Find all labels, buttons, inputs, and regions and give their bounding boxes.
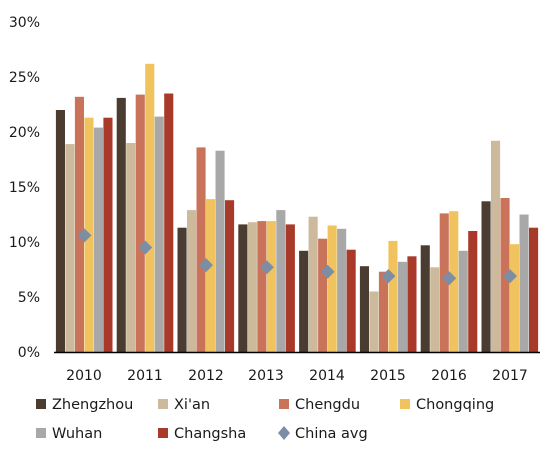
legend-swatch — [158, 428, 168, 438]
bar-zhengzhou-2012 — [177, 227, 187, 352]
x-tick-label: 2017 — [492, 368, 528, 384]
marker-china-avg-2016 — [442, 271, 457, 286]
bar-changsha-2010 — [103, 117, 113, 352]
y-tick-label: 10% — [9, 235, 40, 251]
bar-zhengzhou-2017 — [481, 201, 491, 352]
bar-zhengzhou-2013 — [238, 224, 248, 352]
bar-chongqing-2013 — [266, 221, 276, 352]
bar-changsha-2012 — [225, 200, 235, 352]
bar-changsha-2014 — [346, 249, 356, 352]
bar-xian-2016 — [430, 267, 440, 352]
bar-wuhan-2014 — [337, 228, 347, 352]
bar-changsha-2016 — [468, 231, 478, 352]
bar-chongqing-2015 — [388, 240, 398, 352]
legend-item-wuhan: Wuhan — [36, 426, 102, 442]
legend-swatch — [36, 428, 46, 438]
bar-changsha-2015 — [407, 256, 417, 352]
legend-label: Xi'an — [174, 397, 210, 413]
legend-item-xian: Xi'an — [158, 397, 210, 413]
bar-xian-2011 — [126, 143, 136, 352]
bar-chengdu-2014 — [318, 238, 328, 352]
legend-item-china-avg: China avg — [278, 426, 368, 442]
bar-xian-2015 — [369, 291, 379, 352]
bar-chengdu-2013 — [257, 221, 267, 352]
legend-label: China avg — [295, 426, 368, 442]
bar-wuhan-2016 — [458, 250, 468, 352]
bar-changsha-2017 — [529, 227, 539, 352]
bar-wuhan-2010 — [93, 127, 103, 352]
bar-wuhan-2015 — [397, 261, 407, 352]
legend-swatch — [279, 399, 289, 409]
legend-swatch — [158, 399, 168, 409]
marker-china-avg-2010 — [77, 228, 92, 243]
bar-chongqing-2014 — [327, 225, 337, 352]
bar-wuhan-2013 — [276, 210, 286, 352]
y-tick-label: 5% — [18, 290, 40, 306]
bar-chengdu-2012 — [196, 147, 206, 352]
bar-chongqing-2011 — [145, 63, 155, 353]
bar-zhengzhou-2010 — [55, 110, 65, 352]
legend-item-chongqing: Chongqing — [400, 397, 494, 413]
x-tick-label: 2012 — [188, 368, 224, 384]
x-tick-label: 2014 — [309, 368, 345, 384]
bar-chengdu-2015 — [378, 271, 388, 352]
bar-xian-2014 — [308, 216, 318, 352]
legend-item-chengdu: Chengdu — [279, 397, 360, 413]
legend-label: Chengdu — [295, 397, 360, 413]
legend-item-changsha: Changsha — [158, 426, 246, 442]
bar-changsha-2011 — [164, 93, 174, 352]
x-axis-ticks: 2010 2011 2012 2013 2014 2015 2016 2017 — [66, 368, 528, 384]
bar-chengdu-2016 — [439, 213, 449, 352]
y-axis-ticks: 0% 5% 10% 15% 20% 25% 30% — [9, 15, 40, 361]
markers-group — [77, 228, 517, 286]
x-tick-label: 2015 — [370, 368, 406, 384]
bar-chengdu-2010 — [74, 96, 84, 352]
bar-chongqing-2016 — [449, 211, 459, 352]
marker-china-avg-2015 — [381, 269, 396, 284]
x-tick-label: 2016 — [431, 368, 467, 384]
bar-wuhan-2012 — [215, 150, 225, 352]
bar-wuhan-2011 — [154, 116, 164, 352]
bars-group — [55, 63, 539, 353]
bar-zhengzhou-2016 — [420, 245, 430, 352]
legend-item-zhengzhou: Zhengzhou — [36, 397, 133, 413]
legend-label: Wuhan — [52, 426, 102, 442]
bar-zhengzhou-2015 — [359, 266, 369, 352]
legend-swatch — [400, 399, 410, 409]
legend-label: Chongqing — [416, 397, 494, 413]
legend-diamond-icon — [278, 426, 290, 440]
y-tick-label: 30% — [9, 15, 40, 31]
y-tick-label: 25% — [9, 70, 40, 86]
bar-xian-2010 — [65, 144, 75, 352]
bar-chengdu-2011 — [135, 94, 145, 352]
y-tick-label: 0% — [18, 345, 40, 361]
marker-china-avg-2017 — [503, 269, 517, 284]
legend-label: Zhengzhou — [52, 397, 133, 413]
bar-xian-2013 — [247, 222, 257, 352]
x-tick-label: 2010 — [66, 368, 102, 384]
legend-label: Changsha — [174, 426, 246, 442]
x-tick-label: 2011 — [127, 368, 163, 384]
bar-wuhan-2017 — [519, 214, 529, 352]
legend-swatch — [36, 399, 46, 409]
bar-xian-2017 — [491, 140, 501, 352]
marker-china-avg-2014 — [320, 264, 335, 279]
bar-xian-2012 — [187, 210, 197, 352]
bar-chongqing-2012 — [206, 199, 216, 352]
marker-china-avg-2013 — [259, 260, 274, 275]
bar-zhengzhou-2011 — [116, 97, 126, 353]
marker-china-avg-2011 — [138, 240, 153, 255]
bar-changsha-2013 — [285, 224, 295, 352]
bar-chongqing-2017 — [510, 244, 520, 352]
bar-zhengzhou-2014 — [299, 250, 309, 352]
marker-china-avg-2012 — [199, 258, 213, 273]
y-tick-label: 20% — [9, 125, 40, 141]
x-tick-label: 2013 — [248, 368, 284, 384]
y-tick-label: 15% — [9, 180, 40, 196]
legend: Zhengzhou Xi'an Chengdu Chongqing Wuhan … — [36, 397, 494, 442]
